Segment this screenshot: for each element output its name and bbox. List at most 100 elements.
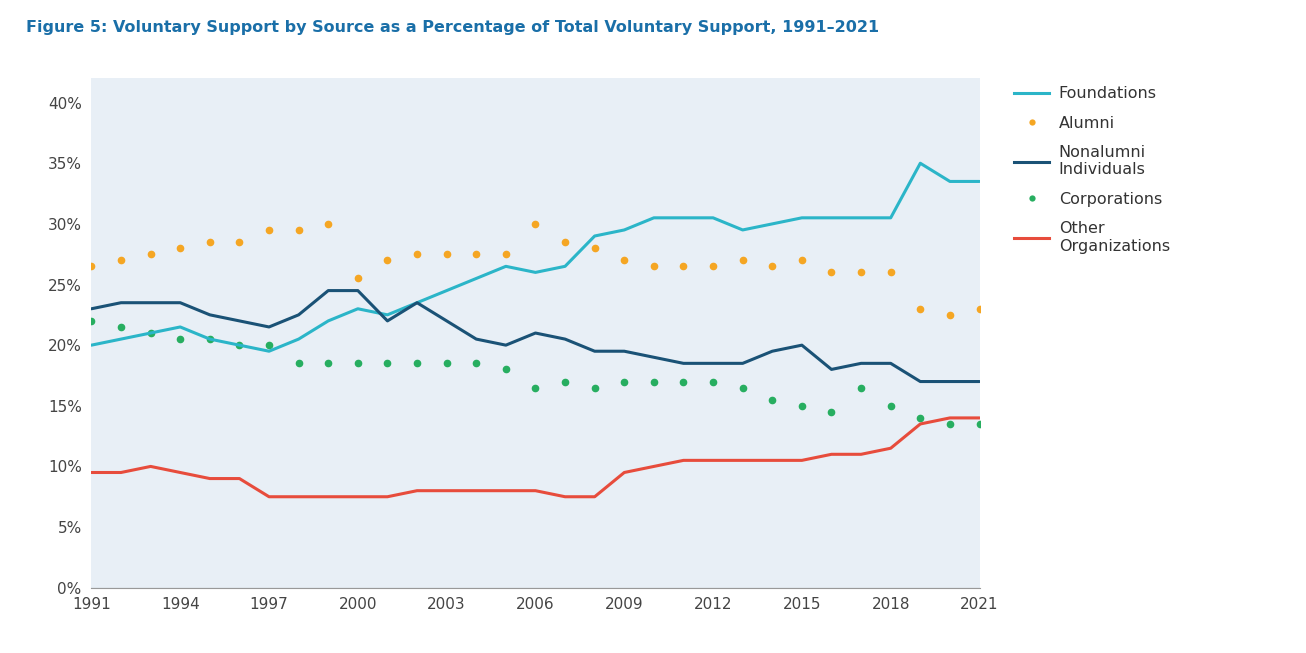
Foundations: [231, 342, 247, 349]
Alumni: [764, 263, 780, 270]
Other
Organizations: [558, 493, 573, 501]
Corporations: [498, 366, 513, 374]
Corporations: [172, 335, 188, 343]
Corporations: [320, 359, 336, 367]
Alumni: [528, 220, 543, 228]
Other
Organizations: [350, 493, 366, 501]
Corporations: [735, 384, 751, 392]
Corporations: [853, 384, 868, 392]
Nonalumni
Individuals: [172, 299, 188, 307]
Corporations: [616, 377, 632, 385]
Foundations: [498, 263, 513, 270]
Line: Foundations: Foundations: [91, 163, 979, 351]
Nonalumni
Individuals: [883, 359, 899, 367]
Other
Organizations: [409, 486, 424, 494]
Alumni: [261, 226, 277, 234]
Nonalumni
Individuals: [794, 342, 810, 349]
Foundations: [261, 347, 277, 355]
Foundations: [675, 214, 691, 222]
Alumni: [794, 257, 810, 264]
Other
Organizations: [380, 493, 396, 501]
Corporations: [291, 359, 307, 367]
Corporations: [913, 414, 929, 422]
Corporations: [764, 396, 780, 404]
Foundations: [291, 335, 307, 343]
Nonalumni
Individuals: [913, 377, 929, 385]
Alumni: [942, 311, 957, 319]
Corporations: [469, 359, 485, 367]
Nonalumni
Individuals: [261, 323, 277, 331]
Other
Organizations: [972, 414, 987, 422]
Foundations: [646, 214, 662, 222]
Foundations: [558, 263, 573, 270]
Text: Figure 5: Voluntary Support by Source as a Percentage of Total Voluntary Support: Figure 5: Voluntary Support by Source as…: [26, 20, 879, 35]
Alumni: [409, 250, 424, 258]
Corporations: [586, 384, 602, 392]
Alumni: [913, 305, 929, 313]
Nonalumni
Individuals: [853, 359, 868, 367]
Other
Organizations: [883, 444, 899, 452]
Alumni: [646, 263, 662, 270]
Foundations: [616, 226, 632, 234]
Nonalumni
Individuals: [764, 347, 780, 355]
Foundations: [883, 214, 899, 222]
Alumni: [291, 226, 307, 234]
Nonalumni
Individuals: [231, 317, 247, 325]
Nonalumni
Individuals: [972, 377, 987, 385]
Corporations: [558, 377, 573, 385]
Alumni: [705, 263, 721, 270]
Corporations: [380, 359, 396, 367]
Other
Organizations: [824, 451, 840, 458]
Corporations: [114, 323, 129, 331]
Nonalumni
Individuals: [439, 317, 454, 325]
Foundations: [84, 342, 99, 349]
Other
Organizations: [913, 420, 929, 428]
Corporations: [942, 420, 957, 428]
Alumni: [883, 268, 899, 276]
Other
Organizations: [616, 469, 632, 477]
Alumni: [172, 244, 188, 252]
Nonalumni
Individuals: [350, 287, 366, 295]
Nonalumni
Individuals: [824, 366, 840, 374]
Other
Organizations: [291, 493, 307, 501]
Foundations: [114, 335, 129, 343]
Foundations: [913, 159, 929, 167]
Other
Organizations: [202, 475, 218, 483]
Foundations: [350, 305, 366, 313]
Alumni: [114, 257, 129, 264]
Other
Organizations: [675, 456, 691, 464]
Other
Organizations: [853, 451, 868, 458]
Foundations: [528, 268, 543, 276]
Foundations: [764, 220, 780, 228]
Alumni: [84, 263, 99, 270]
Alumni: [380, 257, 396, 264]
Corporations: [231, 342, 247, 349]
Other
Organizations: [320, 493, 336, 501]
Corporations: [646, 377, 662, 385]
Corporations: [261, 342, 277, 349]
Foundations: [705, 214, 721, 222]
Other
Organizations: [84, 469, 99, 477]
Corporations: [528, 384, 543, 392]
Nonalumni
Individuals: [705, 359, 721, 367]
Corporations: [972, 420, 987, 428]
Foundations: [735, 226, 751, 234]
Foundations: [320, 317, 336, 325]
Other
Organizations: [764, 456, 780, 464]
Foundations: [380, 311, 396, 319]
Nonalumni
Individuals: [528, 329, 543, 337]
Foundations: [409, 299, 424, 307]
Alumni: [231, 238, 247, 246]
Other
Organizations: [261, 493, 277, 501]
Foundations: [202, 335, 218, 343]
Nonalumni
Individuals: [616, 347, 632, 355]
Alumni: [320, 220, 336, 228]
Line: Other
Organizations: Other Organizations: [91, 418, 979, 497]
Foundations: [469, 274, 485, 282]
Alumni: [616, 257, 632, 264]
Nonalumni
Individuals: [202, 311, 218, 319]
Corporations: [824, 408, 840, 416]
Foundations: [853, 214, 868, 222]
Alumni: [735, 257, 751, 264]
Nonalumni
Individuals: [142, 299, 158, 307]
